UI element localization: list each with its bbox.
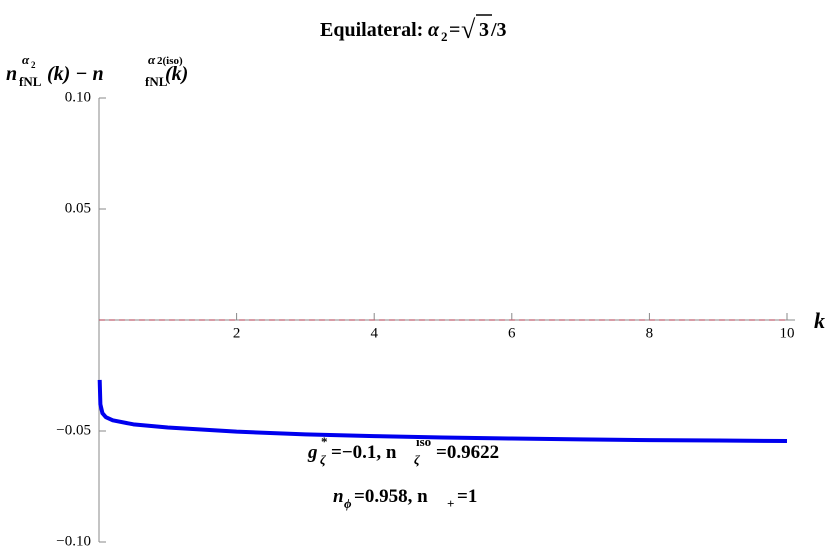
y-axis-label: n α 2 fNL (k) − n α 2(iso) fNL (k) <box>6 52 188 89</box>
x-tick-label: 2 <box>233 325 241 341</box>
annotation: g * ζ =−0.1, n iso ζ =0.9622 <box>307 434 499 467</box>
annotation-part: g <box>307 442 318 463</box>
title-part: = <box>449 19 460 41</box>
annotation-part: + <box>447 496 454 511</box>
title-part: α <box>428 19 440 41</box>
label-part: (k) − n <box>47 63 104 85</box>
title-part: /3 <box>490 19 507 41</box>
annotation-part: =0.958, n <box>354 486 428 507</box>
label-part: fNL <box>19 74 42 89</box>
title-part: 2 <box>441 29 448 44</box>
label-part: 2(iso) <box>157 55 183 67</box>
chart-title: Equilateral: α 2 = √ 3 /3 <box>320 14 507 44</box>
y-tick-label: −0.05 <box>56 422 91 438</box>
x-tick-label: 6 <box>508 325 516 341</box>
annotation-part: ζ <box>414 452 421 467</box>
label-part: fNL <box>145 74 168 89</box>
annotation-part: ϕ <box>344 496 352 511</box>
x-tick-label: 10 <box>780 325 795 341</box>
annotation-part: =1 <box>457 486 477 507</box>
annotation-part: =0.9622 <box>436 442 499 463</box>
annotation-part: ζ <box>320 452 327 467</box>
y-tick-label: 0.05 <box>65 200 91 216</box>
annotation-part: =−0.1, n <box>331 442 397 463</box>
label-part: n <box>6 63 17 85</box>
title-part: 3 <box>479 19 489 41</box>
annotation-part: n <box>333 486 344 507</box>
series-line <box>97 379 788 443</box>
annotation: n ϕ =0.958, n + =1 <box>333 486 477 511</box>
title-part: Equilateral: <box>320 19 423 41</box>
title-part: √ <box>461 15 476 44</box>
y-tick-label: −0.10 <box>56 533 91 549</box>
label-part: (k) <box>165 63 188 85</box>
label-part: α <box>22 52 30 67</box>
y-tick-label: 0.10 <box>65 89 91 105</box>
x-tick-label: 8 <box>646 325 654 341</box>
annotation-part: * <box>321 434 328 449</box>
label-part: 2 <box>31 60 36 70</box>
x-axis-label: k <box>814 308 825 333</box>
label-part: α <box>148 52 156 67</box>
x-tick-label: 4 <box>370 325 378 341</box>
